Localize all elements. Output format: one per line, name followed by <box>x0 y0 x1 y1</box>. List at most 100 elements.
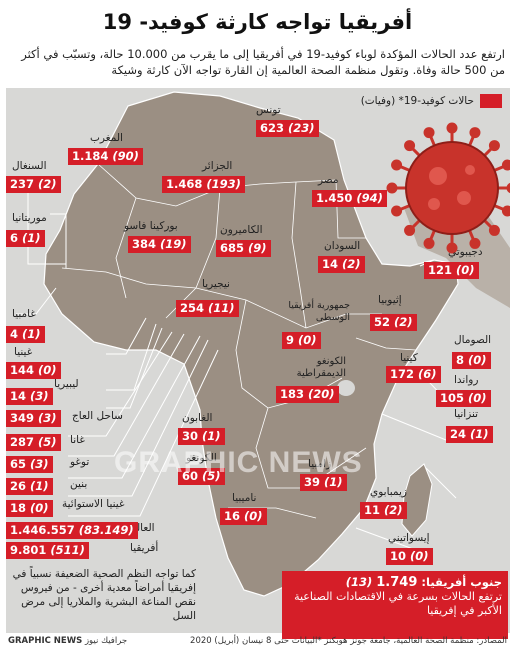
cases-egypt: 1.450 <box>316 191 353 205</box>
country-name-car: جمهورية أفريقيا الوسطى <box>288 300 350 323</box>
cases-mauritania: 6 <box>10 231 19 245</box>
case-box-eswatini: 10 (0) <box>386 548 433 565</box>
country-name-eqguinea: غينيا الاستوائية <box>62 498 125 510</box>
case-box-mauritania: 6 (1) <box>6 230 45 247</box>
deaths-algeria: (193) <box>206 177 241 191</box>
africa-continent-shape <box>43 91 459 597</box>
south-africa-heading: جنوب أفريقيا: 1.749 (13) <box>288 575 502 590</box>
case-box-benin: 26 (1) <box>6 478 53 495</box>
cases-sudan: 14 <box>322 257 339 271</box>
case-box-tunisia: 623 (23) <box>256 120 319 137</box>
country-name-rwanda: رواندا <box>454 374 479 386</box>
cases-congo: 60 <box>182 469 199 483</box>
world-deaths: (83.149) <box>78 523 134 537</box>
case-box-ghana: 287 (5) <box>6 434 61 451</box>
country-name-namibia: ناميبيا <box>232 492 257 504</box>
cases-ethiopia: 52 <box>374 315 391 329</box>
deaths-sudan: (2) <box>342 257 361 271</box>
cases-car: 9 <box>286 333 295 347</box>
deaths-zambia: (1) <box>324 475 343 489</box>
virus-spike-tip <box>446 242 458 254</box>
virus-spike-tip <box>469 237 481 249</box>
cases-namibia: 16 <box>224 509 241 523</box>
country-name-congo: الكونغو <box>186 452 217 464</box>
deaths-kenya: (6) <box>418 367 437 381</box>
coronavirus-illustration <box>386 122 510 254</box>
africa-total-box: 9.801 (511) <box>6 542 89 559</box>
south-africa-panel: جنوب أفريقيا: 1.749 (13) ترتفع الحالات ب… <box>282 571 508 639</box>
world-total-box: 1.446.557 (83.149) <box>6 522 138 539</box>
cases-nigeria: 254 <box>180 301 205 315</box>
country-name-burkina: بوركينا فاسو <box>124 220 178 232</box>
virus-spike-tip <box>488 224 500 236</box>
case-box-cameroon: 685 (9) <box>216 240 271 257</box>
deaths-ivory: (3) <box>38 411 57 425</box>
case-box-namibia: 16 (0) <box>220 508 267 525</box>
brand-arabic: جرافيك نيوز <box>84 636 128 646</box>
case-box-nigeria: 254 (11) <box>176 300 239 317</box>
deaths-mauritania: (1) <box>22 231 41 245</box>
south-africa-name: جنوب أفريقيا: <box>421 575 502 589</box>
cases-burkina: 384 <box>132 237 157 251</box>
cases-liberia: 14 <box>10 389 27 403</box>
deaths-namibia: (0) <box>244 509 263 523</box>
virus-spike-tip <box>446 122 458 134</box>
case-box-burkina: 384 (19) <box>128 236 191 253</box>
virus-spike-tip <box>391 205 403 217</box>
south-africa-cases: 1.749 <box>376 575 418 590</box>
deaths-nigeria: (11) <box>208 301 235 315</box>
lake-victoria <box>337 380 355 396</box>
country-name-sudan: السودان <box>324 240 361 252</box>
country-name-djibouti: دجيبوتي <box>448 246 483 258</box>
cases-djibouti: 121 <box>428 263 453 277</box>
case-box-gambia: 4 (1) <box>6 326 45 343</box>
deaths-rwanda: (0) <box>468 391 487 405</box>
country-name-zambia: زامبيا <box>308 458 332 470</box>
deaths-ghana: (5) <box>38 435 57 449</box>
africa-cases: 9.801 <box>10 543 47 557</box>
deaths-benin: (1) <box>30 479 49 493</box>
deaths-ethiopia: (2) <box>394 315 413 329</box>
footer: المصادر: منظمة الصحة العالمية، جامعة جون… <box>0 636 515 650</box>
case-box-eqguinea: 18 (0) <box>6 500 53 517</box>
cases-somalia: 8 <box>456 353 465 367</box>
case-box-sudan: 14 (2) <box>318 256 365 273</box>
cases-drc: 183 <box>280 387 305 401</box>
virus-spike-tip <box>404 140 416 152</box>
deaths-somalia: (0) <box>468 353 487 367</box>
deaths-liberia: (3) <box>30 389 49 403</box>
deaths-congo: (5) <box>202 469 221 483</box>
country-name-zimbabwe: زيمبابوي <box>370 486 407 498</box>
map-legend: حالات كوفيد-19* (وفيات) <box>361 94 502 108</box>
legend-label: حالات كوفيد-19* (وفيات) <box>360 95 474 107</box>
country-name-ivory: ساحل العاج <box>72 410 123 422</box>
deaths-car: (0) <box>298 333 317 347</box>
deaths-tanzania: (1) <box>470 427 489 441</box>
cases-benin: 26 <box>10 479 27 493</box>
intro-text: ارتفع عدد الحالات المؤكدة لوباء كوفيد-19… <box>21 47 505 77</box>
country-name-algeria: الجزائر <box>202 160 233 172</box>
world-cases: 1.446.557 <box>10 523 75 537</box>
case-box-algeria: 1.468 (193) <box>162 176 245 193</box>
country-name-cameroon: الكاميرون <box>220 224 263 236</box>
deaths-gambia: (1) <box>22 327 41 341</box>
case-box-zimbabwe: 11 (2) <box>360 502 407 519</box>
deaths-burkina: (19) <box>160 237 187 251</box>
case-box-car: 9 (0) <box>282 332 321 349</box>
leader-lines <box>16 188 457 557</box>
deaths-eqguinea: (0) <box>30 501 49 515</box>
cases-gabon: 30 <box>182 429 199 443</box>
deaths-egypt: (94) <box>356 191 383 205</box>
deaths-morocco: (90) <box>112 149 139 163</box>
deaths-togo: (3) <box>30 457 49 471</box>
cases-tunisia: 623 <box>260 121 285 135</box>
cases-morocco: 1.184 <box>72 149 109 163</box>
africa-map-panel: حالات كوفيد-19* (وفيات) تونس 623 (23) الم… <box>6 88 510 633</box>
virus-spike-tip <box>501 159 510 171</box>
country-name-morocco: المغرب <box>90 132 123 144</box>
case-box-morocco: 1.184 (90) <box>68 148 143 165</box>
virus-spike-tip <box>501 205 510 217</box>
cases-guinea: 144 <box>10 363 35 377</box>
country-name-ethiopia: إثيوبيا <box>378 294 402 306</box>
